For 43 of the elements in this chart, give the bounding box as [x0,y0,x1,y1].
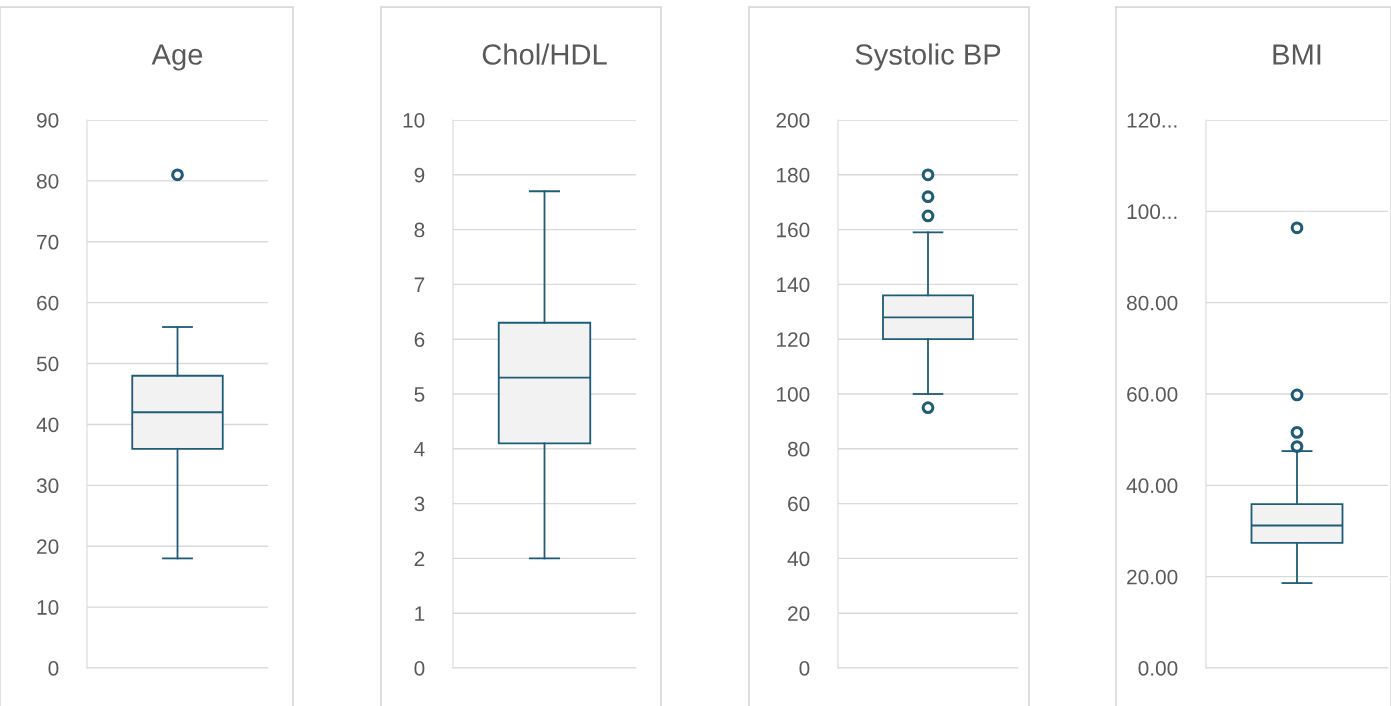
chart-title: Age [151,44,203,71]
y-tick-label: 8 [414,222,425,238]
y-tick-label: 7 [414,277,425,292]
y-tick-label: 80 [36,173,59,189]
y-tick-label: 10 [37,600,59,615]
y-tick-label: 0.00 [1138,661,1178,676]
y-tick-label: 120... [1127,113,1177,128]
y-tick-label: 0 [414,661,425,676]
y-tick-label: 80.00 [1127,295,1178,311]
y-tick-label: 180 [777,167,810,183]
y-tick-label: 80 [787,441,810,457]
y-tick-label: 40 [787,551,810,567]
y-tick-label: 20 [788,606,810,621]
chart-title: Systolic BP [855,43,1001,71]
y-tick-label: 3 [414,496,425,512]
y-tick-label: 100 [777,387,810,402]
y-tick-label: 200 [776,113,810,128]
chart-title: Chol/HDL [482,43,607,65]
y-tick-label: 20.00 [1127,569,1178,585]
y-tick-label: 1 [415,606,425,621]
y-tick-label: 40.00 [1126,478,1178,494]
y-tick-label: 120 [777,332,810,347]
y-tick-label: 2 [414,551,425,566]
y-tick-label: 50 [36,356,59,372]
chart-title: BMI [1273,44,1321,65]
y-tick-label: 70 [37,234,59,250]
y-tick-label: 4 [414,442,425,457]
y-tick-label: 60 [37,295,59,311]
y-tick-label: 10 [403,113,425,128]
y-tick-label: 140 [777,277,810,293]
y-tick-label: 90 [37,113,59,128]
y-tick-label: 30 [36,478,59,494]
y-tick-label: 40 [36,417,59,433]
y-tick-label: 9 [414,167,425,183]
y-tick-label: 5 [414,387,425,402]
y-tick-label: 0 [48,661,59,676]
y-tick-label: 60 [788,496,810,512]
y-tick-label: 60.00 [1127,387,1178,402]
y-tick-label: 160 [777,222,810,238]
y-tick-label: 6 [414,332,425,347]
y-tick-label: 100... [1127,204,1177,220]
y-tick-label: 0 [799,661,810,676]
y-tick-label: 20 [37,539,59,554]
